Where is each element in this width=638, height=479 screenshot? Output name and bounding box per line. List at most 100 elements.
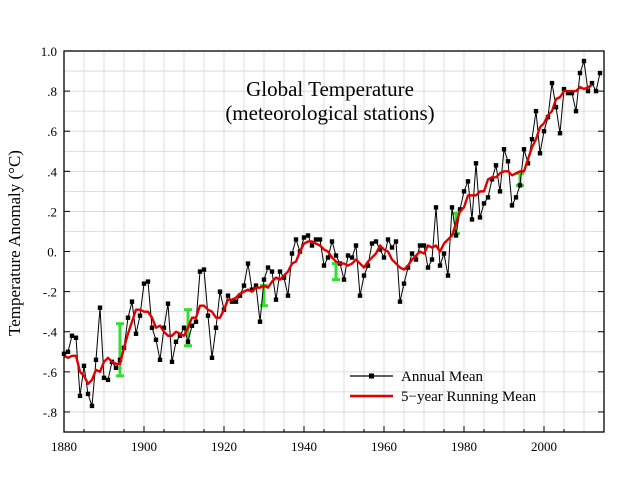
annual-mean-point (129, 299, 135, 304)
annual-mean-point (105, 377, 111, 383)
y-tick-label: -.4 (43, 325, 58, 340)
annual-mean-point (345, 253, 351, 258)
y-axis-ticks: -.8 -.6 -.4 -.2 0. .2 .4 .6 .8 1.0 (41, 44, 604, 420)
annual-mean-point (457, 207, 463, 212)
annual-mean-point (541, 129, 547, 134)
annual-mean-point (521, 147, 527, 152)
annual-mean-point (509, 203, 515, 208)
legend-label-annual-mean: Annual Mean (401, 369, 484, 385)
annual-mean-point (205, 313, 211, 318)
annual-mean-point (489, 177, 495, 182)
annual-mean-point (185, 339, 191, 344)
annual-mean-point (93, 357, 99, 363)
annual-mean-point (549, 80, 555, 86)
x-tick-label: 1880 (51, 439, 77, 454)
annual-mean-point (289, 251, 295, 256)
annual-mean-point (557, 131, 563, 136)
annual-mean-point (597, 70, 603, 76)
x-tick-label: 1980 (451, 439, 477, 454)
annual-mean-point (113, 365, 119, 371)
annual-mean-point (313, 237, 319, 242)
annual-mean-point (177, 333, 183, 338)
legend-label-running-mean: 5−year Running Mean (401, 389, 537, 405)
annual-mean-point (225, 293, 231, 298)
annual-mean-point (413, 257, 419, 262)
annual-mean-point (285, 293, 291, 298)
annual-mean-point (317, 237, 323, 242)
annual-mean-point (157, 357, 163, 363)
annual-mean-point (101, 375, 107, 381)
annual-mean-point (493, 163, 499, 168)
annual-mean-point (333, 253, 339, 258)
annual-mean-point (373, 239, 379, 244)
annual-mean-point (341, 277, 347, 282)
x-tick-label: 2000 (531, 439, 557, 454)
annual-mean-point (329, 239, 335, 244)
annual-mean-point (389, 245, 395, 250)
annual-mean-point (169, 359, 175, 365)
annual-mean-point (237, 293, 243, 298)
y-tick-label: 0. (47, 245, 57, 260)
annual-mean-point (485, 195, 491, 200)
annual-mean-point (141, 281, 147, 286)
legend-marker-annual-mean (369, 373, 374, 379)
annual-mean-point (561, 86, 567, 92)
annual-mean-point (437, 263, 443, 268)
annual-mean-point (305, 233, 311, 238)
y-tick-label: .2 (47, 204, 57, 219)
annual-mean-point (229, 299, 235, 304)
annual-mean-point (553, 104, 559, 110)
annual-mean-point (385, 237, 391, 242)
y-axis-title: Temperature Anomaly (°C) (5, 150, 24, 336)
x-tick-label: 1940 (291, 439, 317, 454)
annual-mean-point (189, 323, 195, 328)
annual-mean-point (325, 255, 331, 260)
annual-mean-point (381, 255, 387, 260)
annual-mean-point (233, 299, 239, 304)
y-tick-label: -.2 (43, 285, 57, 300)
annual-mean-point (433, 205, 439, 210)
annual-mean-point (569, 90, 575, 96)
x-tick-label: 1920 (211, 439, 237, 454)
annual-mean-point (321, 263, 327, 268)
annual-mean-point (441, 251, 447, 256)
annual-mean-point (97, 305, 103, 310)
annual-mean-point (401, 281, 407, 286)
annual-mean-point (65, 349, 71, 354)
annual-mean-point (125, 315, 131, 320)
annual-mean-point (565, 90, 571, 96)
annual-mean-point (417, 243, 423, 248)
annual-mean-point (369, 241, 375, 246)
annual-mean-point (153, 337, 159, 342)
annual-mean-point (137, 313, 143, 318)
annual-mean-point (409, 251, 415, 256)
y-tick-label: .8 (47, 84, 57, 99)
annual-mean-point (473, 161, 479, 166)
annual-mean-point (245, 261, 251, 266)
chart-subtitle: (meteorological stations) (225, 101, 434, 125)
annual-mean-point (529, 137, 535, 142)
chart-title: Global Temperature (246, 77, 414, 101)
annual-mean-point (209, 355, 215, 361)
grid (64, 50, 605, 433)
annual-mean-point (353, 243, 359, 248)
annual-mean-point (197, 269, 203, 274)
annual-mean-point (173, 339, 179, 344)
annual-mean-point (513, 195, 519, 200)
y-tick-label: .6 (47, 124, 57, 139)
annual-mean-point (517, 183, 523, 188)
annual-mean-point (453, 233, 459, 238)
annual-mean-point (69, 333, 75, 338)
annual-mean-point (253, 283, 259, 288)
plot-frame (63, 50, 605, 433)
annual-mean-point (425, 265, 431, 270)
annual-mean-point (461, 189, 467, 194)
annual-mean-point (589, 80, 595, 86)
annual-mean-point (165, 301, 171, 306)
annual-mean-point (581, 58, 587, 64)
annual-mean-point (577, 70, 583, 76)
annual-mean-point (405, 265, 411, 270)
annual-mean-point (73, 335, 79, 340)
annual-mean-point (573, 108, 579, 114)
